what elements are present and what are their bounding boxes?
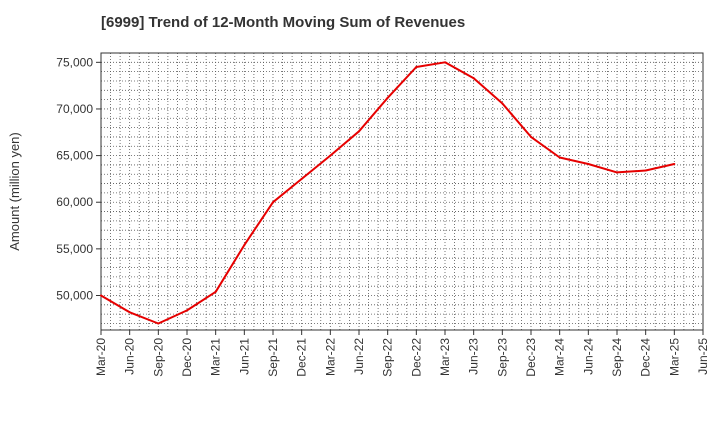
x-tick-label: Mar-23 — [438, 338, 452, 376]
y-axis-ticks: 50,000 55,000 60,000 65,000 70,000 75,000 — [56, 55, 101, 302]
data-point — [329, 154, 332, 157]
data-point — [128, 311, 131, 314]
data-point — [616, 171, 618, 174]
data-point — [100, 294, 102, 297]
x-tick-label: Dec-20 — [180, 338, 194, 377]
x-tick-label: Sep-20 — [151, 338, 165, 377]
data-point — [272, 201, 274, 204]
x-tick-label: Mar-20 — [94, 338, 108, 376]
data-point — [243, 244, 246, 247]
data-point — [157, 322, 160, 325]
data-point — [587, 162, 590, 165]
x-tick-label: Jun-22 — [352, 338, 366, 375]
data-point — [386, 96, 389, 99]
x-tick-label: Jun-24 — [581, 338, 595, 375]
data-point — [472, 77, 475, 80]
x-tick-label: Dec-23 — [524, 338, 538, 377]
data-point — [644, 169, 647, 172]
data-point — [501, 102, 504, 105]
x-tick-label: Mar-22 — [323, 338, 337, 376]
x-tick-label: Dec-21 — [295, 338, 309, 377]
y-tick-label: 75,000 — [56, 55, 93, 69]
data-point — [415, 65, 418, 68]
x-tick-label: Jun-20 — [123, 338, 137, 375]
data-point — [530, 135, 532, 138]
x-tick-label: Mar-24 — [553, 338, 567, 376]
x-tick-label: Dec-22 — [409, 338, 423, 377]
data-point — [186, 309, 188, 312]
x-axis-ticks: Mar-20 Jun-20 Sep-20 Dec-20 Mar-21 Jun-21 Sep-… — [94, 330, 710, 377]
x-tick-label: Dec-24 — [639, 338, 653, 377]
data-point — [558, 156, 561, 159]
x-tick-label: Mar-25 — [667, 338, 681, 376]
y-tick-label: 50,000 — [56, 288, 93, 302]
x-tick-label: Sep-22 — [381, 338, 395, 377]
plot-frame — [100, 52, 704, 331]
chart-title: [6999] Trend of 12-Month Moving Sum of R… — [101, 14, 466, 31]
x-tick-label: Jun-21 — [237, 338, 251, 375]
data-point — [358, 130, 360, 133]
y-tick-label: 65,000 — [56, 149, 93, 163]
x-tick-label: Sep-23 — [495, 338, 509, 377]
y-tick-label: 60,000 — [56, 195, 93, 209]
data-point — [300, 177, 303, 180]
data-point — [214, 290, 217, 293]
series-group — [100, 61, 676, 325]
y-axis-label: Amount (million yen) — [7, 132, 22, 251]
x-tick-label: Jun-23 — [467, 338, 481, 375]
x-tick-label: Jun-25 — [696, 338, 710, 375]
grid-lines — [101, 52, 703, 330]
y-tick-label: 55,000 — [56, 242, 93, 256]
data-point — [444, 61, 446, 64]
y-tick-label: 70,000 — [56, 102, 93, 116]
x-tick-label: Sep-21 — [266, 338, 280, 377]
data-point — [673, 162, 676, 165]
x-tick-label: Mar-21 — [209, 338, 223, 376]
x-tick-label: Sep-24 — [610, 338, 624, 377]
